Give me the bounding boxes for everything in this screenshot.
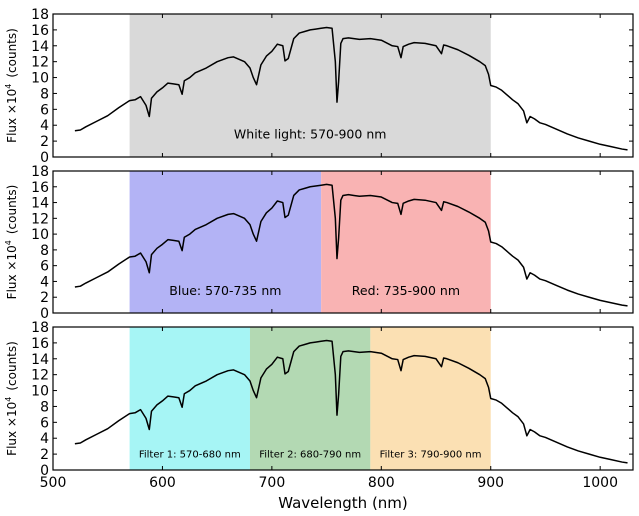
ylabel-main: Flux [5,427,19,456]
panel-1: White light: 570-900 nm024681012141618Fl… [4,7,634,166]
ytick-label-3-10: 10 [31,384,49,400]
ylabel-exponent: ×10 [5,402,19,427]
xtick-label-1000: 1000 [582,475,618,491]
band-label-3-3: Filter 3: 790-900 nm [380,449,482,460]
spectrum-line-1 [74,26,628,151]
ytick-label-3-18: 18 [31,320,49,336]
ylabel-main: Flux [5,271,19,300]
ytick-label-1-8: 8 [40,86,49,102]
band-2-1 [129,171,322,313]
ytick-label-1-6: 6 [40,102,49,118]
ytick-label-2-14: 14 [31,196,49,212]
ylabel-unit: (counts) [5,341,19,390]
band-label-1-1: White light: 570-900 nm [234,127,387,142]
x-axis-title: Wavelength (nm) [278,494,408,512]
ytick-label-3-8: 8 [40,399,49,415]
ytick-label-1-18: 18 [31,7,49,23]
ylabel-2: Flux ×104 (counts) [4,185,19,300]
ytick-label-2-6: 6 [40,259,49,275]
spectrum-line-2 [74,183,628,307]
ytick-label-3-14: 14 [31,352,49,368]
ytick-label-1-0: 0 [40,150,49,166]
panel-2: Blue: 570-735 nm Red: 735-900 nm024681012… [4,164,634,322]
ytick-label-2-2: 2 [40,290,49,306]
ytick-label-3-6: 6 [40,415,49,431]
band-label-3-1: Filter 1: 570-680 nm [139,449,241,460]
ytick-label-1-2: 2 [40,134,49,150]
spectrum-line-3 [74,339,628,464]
ylabel-1: Flux ×104 (counts) [4,28,19,143]
ylabel-unit: (counts) [5,28,19,77]
band-label-2-2: Red: 735-900 nm [352,283,460,298]
ylabel-exponent: ×10 [5,245,19,270]
xtick-label-700: 700 [259,475,286,491]
ytick-label-2-16: 16 [31,180,49,196]
ytick-label-3-12: 12 [31,368,49,384]
ytick-label-2-8: 8 [40,243,49,259]
ytick-label-1-14: 14 [31,39,49,55]
ytick-label-3-4: 4 [40,431,49,447]
xtick-label-900: 900 [477,475,504,491]
ytick-label-2-18: 18 [31,164,49,180]
xtick-label-800: 800 [368,475,395,491]
ylabel-3: Flux ×104 (counts) [4,341,19,456]
ylabel-unit: (counts) [5,185,19,234]
ytick-label-2-10: 10 [31,227,49,243]
plot-frame-3 [52,326,634,471]
plot-frame-1 [52,13,634,158]
xtick-label-600: 600 [149,475,176,491]
plot-frame-2 [52,170,634,314]
ytick-label-2-0: 0 [40,306,49,322]
ytick-label-1-10: 10 [31,71,49,87]
band-1-1 [129,14,491,157]
ytick-label-1-16: 16 [31,23,49,39]
ytick-label-1-12: 12 [31,55,49,71]
ytick-label-2-4: 4 [40,274,49,290]
ytick-label-3-16: 16 [31,336,49,352]
ytick-label-1-4: 4 [40,118,49,134]
ytick-label-2-12: 12 [31,211,49,227]
band-label-2-1: Blue: 570-735 nm [169,283,281,298]
ylabel-exponent: ×10 [5,89,19,114]
band-3-3 [370,327,491,470]
xtick-label-500: 500 [40,475,67,491]
ytick-label-3-2: 2 [40,447,49,463]
ylabel-power: 4 [4,240,13,245]
ylabel-main: Flux [5,114,19,143]
band-label-3-2: Filter 2: 680-790 nm [259,449,361,460]
band-3-1 [129,327,250,470]
ylabel-power: 4 [4,397,13,402]
ytick-label-3-0: 0 [40,463,49,479]
panel-3: Filter 1: 570-680 nm Filter 2: 680-790 nm… [4,320,634,479]
ylabel-power: 4 [4,84,13,89]
